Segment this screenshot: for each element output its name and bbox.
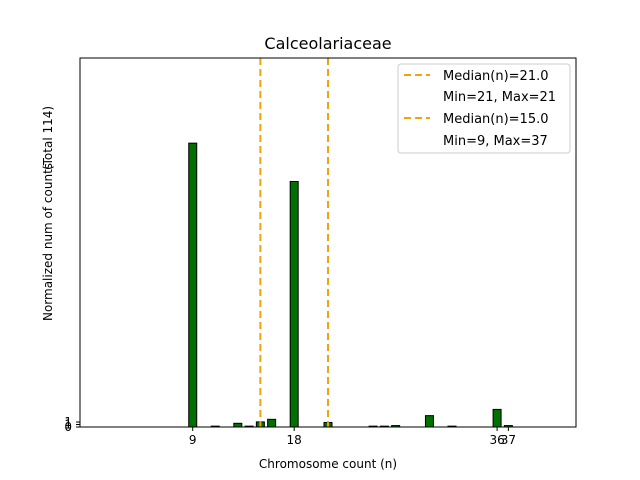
x-tick-label-36: 36 <box>489 433 504 447</box>
x-axis-label: Chromosome count (n) <box>259 457 397 471</box>
bars-group <box>188 142 513 428</box>
bar-n-13 <box>233 422 243 428</box>
bar-n-9 <box>188 142 198 428</box>
median-lines-group <box>259 58 329 427</box>
bar-n-18 <box>289 180 299 428</box>
chart-title: Calceolariaceae <box>264 34 391 53</box>
y-tick-label-2: 1 <box>64 415 72 429</box>
x-tick-label-9: 9 <box>189 433 197 447</box>
bar-n-30 <box>424 415 434 428</box>
x-tick-label-37: 37 <box>501 433 516 447</box>
legend-median-1-label: Median(n)=21.0 <box>443 69 549 84</box>
bar-n-36 <box>492 408 502 428</box>
x-tick-label-18: 18 <box>287 433 302 447</box>
bar-n-16 <box>267 418 277 428</box>
y-axis-total-label: (Total 114) <box>41 106 55 170</box>
legend: Median(n)=21.0 Min=21, Max=21 Median(n)=… <box>397 63 571 154</box>
legend-range-1-label: Min=21, Max=21 <box>443 90 556 105</box>
y-tick-label-1: 1 <box>64 418 72 432</box>
y-axis-label: Normalized num of counts <box>41 163 55 321</box>
plot-frame <box>79 57 577 428</box>
y-tick-label-0: 0 <box>64 420 72 434</box>
y-axis-ticks: 011 <box>64 415 80 434</box>
legend-frame <box>397 63 571 154</box>
legend-median-2-label: Median(n)=15.0 <box>443 112 549 127</box>
legend-range-2-label: Min=9, Max=37 <box>443 134 548 149</box>
